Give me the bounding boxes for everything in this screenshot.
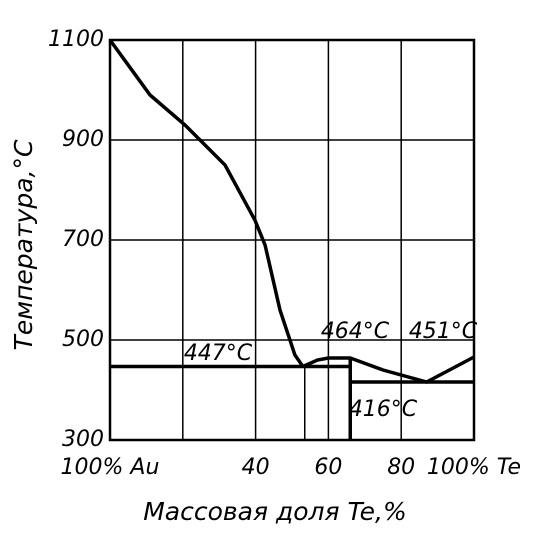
y-tick-label: 300 (62, 427, 104, 452)
x-tick-label: 40 (242, 455, 270, 480)
y-tick-label: 900 (62, 127, 104, 152)
x-tick-label: 100% Au (61, 455, 160, 480)
annotation: 447°C (184, 341, 253, 366)
annotation: 451°C (409, 319, 478, 344)
y-tick-label: 1100 (48, 27, 104, 52)
y-axis-label: Температура,°C (9, 139, 38, 350)
x-tick-label: 80 (387, 455, 415, 480)
annotation: 416°C (349, 397, 418, 422)
y-tick-label: 500 (62, 327, 104, 352)
annotation: 464°C (321, 319, 390, 344)
x-tick-label: 100% Te (427, 455, 521, 480)
x-axis-label: Массовая доля Te,% (143, 497, 407, 526)
x-tick-label: 60 (314, 455, 342, 480)
phase-line (108, 38, 305, 368)
y-tick-label: 700 (62, 227, 104, 252)
